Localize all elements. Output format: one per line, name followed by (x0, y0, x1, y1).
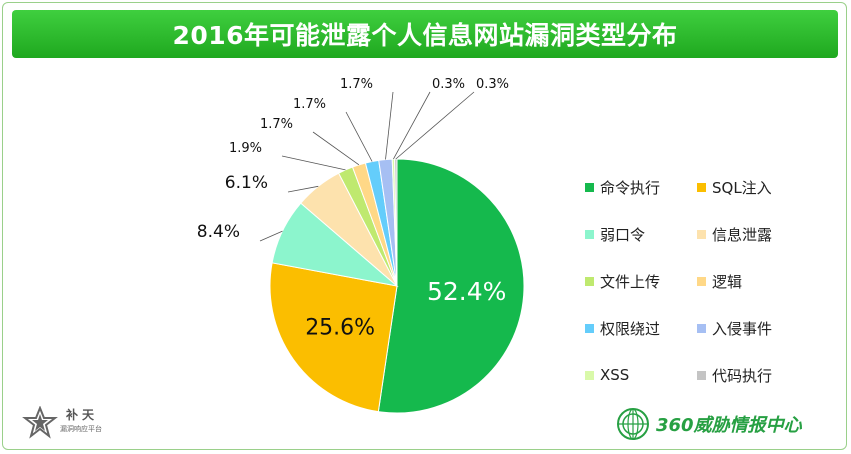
butian-logo-name: 补天 (66, 408, 99, 422)
legend-label: XSS (600, 366, 630, 384)
leader-line (259, 230, 283, 242)
legend-item: 弱口令 (585, 222, 697, 246)
legend-item: 权限绕过 (585, 316, 697, 340)
data-label: 0.3% (476, 77, 509, 92)
threat-intel-logo: 360威胁情报中心 (616, 404, 841, 444)
legend-swatch (585, 370, 594, 380)
leader-line (312, 131, 360, 166)
data-label: 0.3% (432, 77, 465, 92)
data-label: 25.6% (305, 315, 375, 340)
leader-line (345, 111, 373, 162)
pie-slice (269, 262, 398, 413)
data-label: 1.9% (229, 141, 262, 156)
star-wings-icon (22, 406, 58, 439)
legend-label: 命令执行 (600, 178, 661, 197)
chart-title: 2016年可能泄露个人信息网站漏洞类型分布 (12, 10, 838, 58)
legend-label: 入侵事件 (712, 319, 773, 338)
leader-line (281, 155, 346, 171)
data-label: 1.7% (340, 77, 373, 92)
legend-label: 信息泄露 (712, 225, 773, 244)
legend-swatch (697, 276, 706, 286)
legend-label: 权限绕过 (600, 319, 661, 338)
legend-label: 代码执行 (712, 366, 773, 385)
legend-swatch (697, 323, 706, 333)
chart-legend: 命令执行 SQL注入弱口令 信息泄露文件上传 逻辑权限绕过 入侵事件 XSS 代码执行 (585, 175, 815, 387)
leader-line (385, 91, 394, 160)
leader-line (287, 185, 319, 193)
legend-item: XSS (585, 363, 697, 387)
legend-swatch (585, 229, 594, 239)
leader-line (393, 91, 431, 160)
data-label: 8.4% (197, 222, 240, 242)
legend-swatch (697, 182, 706, 192)
legend-swatch (697, 229, 706, 239)
legend-item: 信息泄露 (697, 222, 815, 246)
legend-item: 入侵事件 (697, 316, 815, 340)
legend-item: 文件上传 (585, 269, 697, 293)
legend-label: 文件上传 (600, 272, 661, 291)
un-globe-icon (617, 408, 649, 440)
legend-swatch (585, 276, 594, 286)
pie-slice (377, 158, 525, 414)
data-label: 1.7% (293, 97, 326, 112)
legend-item: 逻辑 (697, 269, 815, 293)
legend-label: 弱口令 (600, 225, 646, 244)
data-label: 52.4% (427, 277, 506, 306)
legend-label: 逻辑 (712, 272, 743, 291)
legend-swatch (585, 323, 594, 333)
legend-swatch (697, 370, 706, 380)
data-label: 1.7% (260, 117, 293, 132)
legend-item: 命令执行 (585, 175, 697, 199)
legend-item: 代码执行 (697, 363, 815, 387)
threat-intel-logo-text: 360威胁情报中心 (656, 415, 802, 436)
legend-item: SQL注入 (697, 175, 815, 199)
data-label: 6.1% (225, 173, 268, 193)
butian-logo-subtitle: 漏洞响应平台 (60, 425, 102, 433)
butian-logo: 补天 漏洞响应平台 (22, 404, 132, 444)
leader-line (395, 91, 475, 160)
legend-swatch (585, 182, 594, 192)
legend-label: SQL注入 (712, 178, 772, 197)
